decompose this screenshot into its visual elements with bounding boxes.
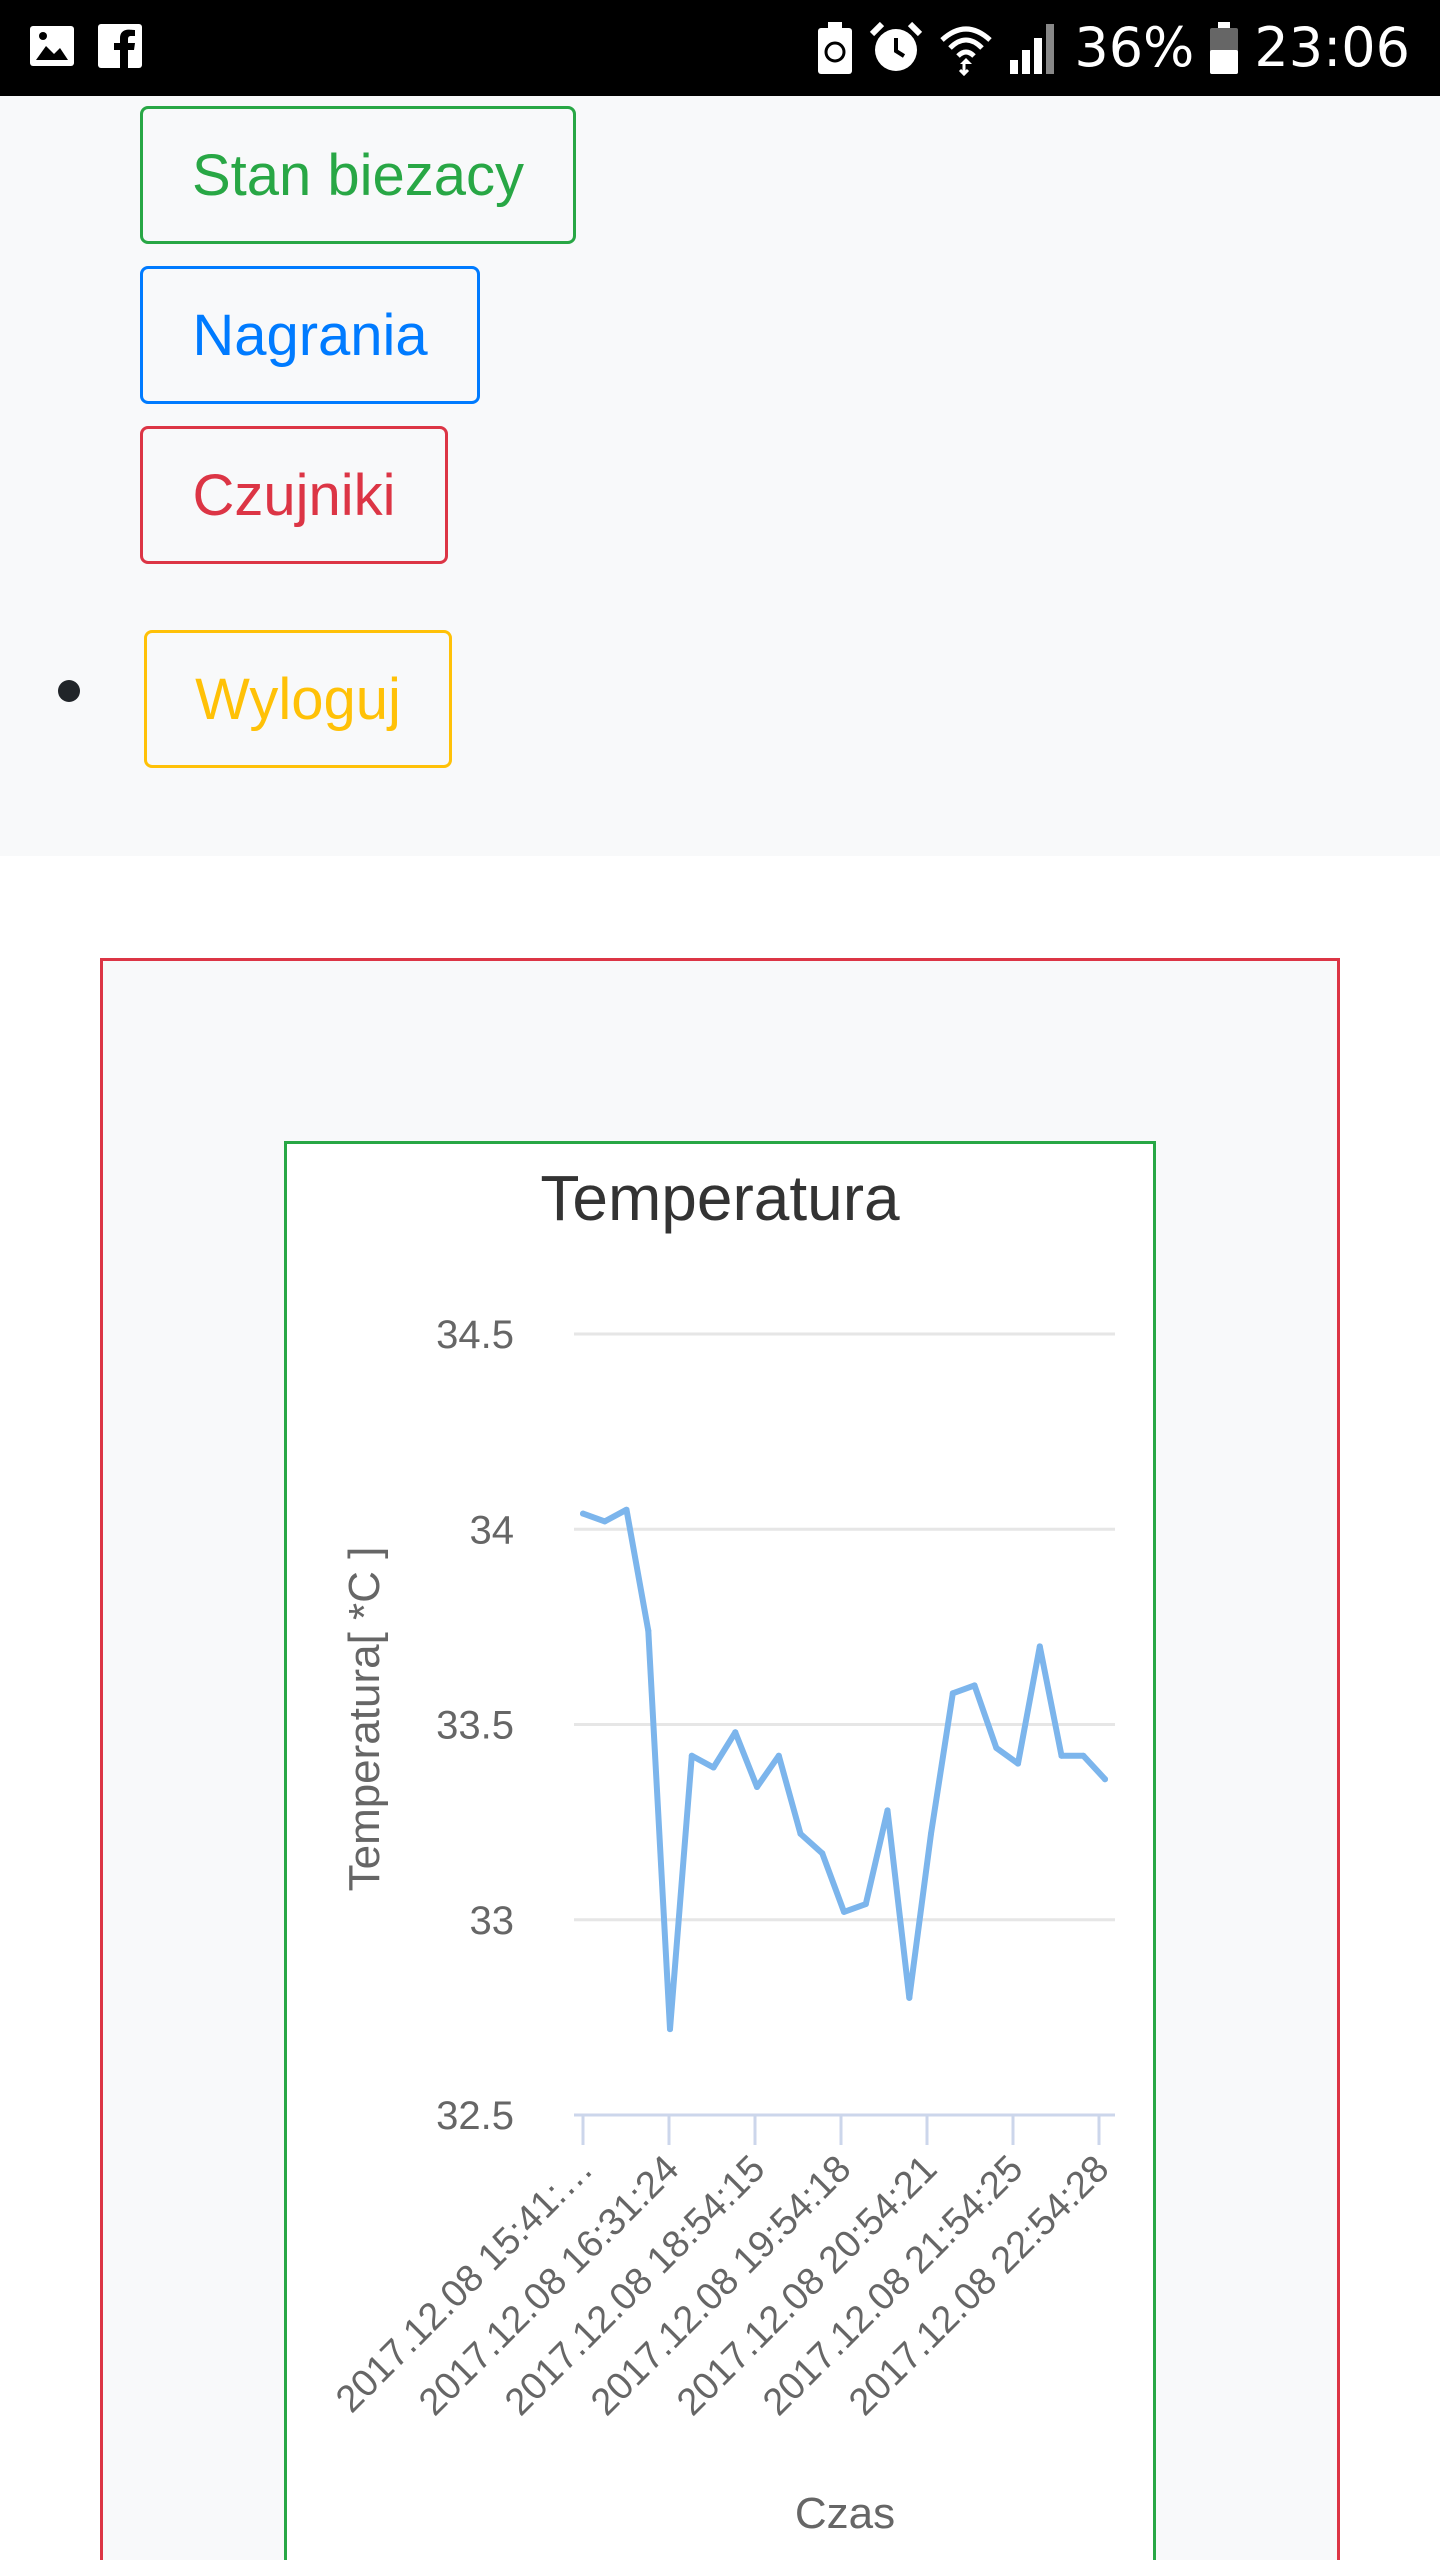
gallery-icon	[30, 26, 74, 66]
nav-area: Stan biezacy Nagrania Czujniki Wyloguj	[0, 96, 1440, 856]
data-point	[601, 1518, 608, 1525]
chart-series	[580, 1506, 1108, 2033]
x-axis-label: Czas	[795, 2489, 895, 2538]
battery-saver-icon	[818, 22, 853, 74]
wifi-icon	[940, 26, 993, 76]
status-left-icons	[28, 22, 144, 70]
data-point	[1080, 1752, 1087, 1759]
sensors-button[interactable]: Czujniki	[140, 426, 448, 564]
battery-percent: 36%	[1074, 16, 1195, 79]
data-point	[688, 1752, 695, 1759]
data-point	[949, 1690, 956, 1697]
data-point	[580, 1510, 586, 1517]
y-axis: 34.5 34 33.5 33 32.5	[436, 1313, 514, 2138]
facebook-icon	[98, 24, 142, 69]
data-point	[667, 2026, 673, 2033]
current-state-button[interactable]: Stan biezacy	[140, 106, 576, 244]
list-bullet	[58, 680, 80, 702]
data-point	[819, 1850, 826, 1857]
data-point	[1102, 1776, 1108, 1783]
y-tick-label: 32.5	[436, 2094, 514, 2138]
data-point	[993, 1744, 1000, 1751]
clock: 23:06	[1254, 16, 1410, 79]
alarm-icon	[870, 21, 923, 71]
data-point	[732, 1729, 739, 1736]
data-point	[775, 1752, 782, 1759]
battery-icon	[1210, 22, 1239, 74]
data-point	[862, 1901, 869, 1908]
temperature-chart: Temperatura 34.5 34 33.5 33 32.5 2017.12.08 …	[328, 1162, 1117, 2538]
data-point	[797, 1830, 804, 1837]
x-axis: 2017.12.08 15:41:…2017.12.08 16:31:24201…	[328, 2113, 1117, 2424]
signal-icon	[1010, 24, 1055, 74]
data-point	[928, 1830, 934, 1837]
data-point	[645, 1627, 652, 1634]
data-point	[1036, 1643, 1043, 1650]
data-point	[1058, 1752, 1065, 1759]
y-tick-label: 33	[470, 1899, 515, 1943]
chart-grid	[574, 1332, 1115, 1922]
data-point	[754, 1784, 760, 1790]
y-tick-label: 34	[470, 1508, 515, 1552]
series-line	[580, 1506, 1108, 2033]
data-point	[971, 1682, 978, 1689]
status-bar: 36% 23:06	[0, 0, 1440, 96]
chart-title: Temperatura	[540, 1162, 900, 1234]
data-point	[1015, 1760, 1021, 1767]
data-point	[884, 1807, 891, 1814]
status-right: 36% 23:06	[816, 10, 1410, 86]
logout-button[interactable]: Wyloguj	[144, 630, 452, 768]
chart-card: Temperatura 34.5 34 33.5 33 32.5 2017.12.08 …	[284, 1141, 1156, 2560]
recordings-button[interactable]: Nagrania	[140, 266, 480, 404]
data-point	[623, 1506, 630, 1513]
y-tick-label: 33.5	[436, 1704, 514, 1748]
y-axis-label: Temperatura[ *C ]	[340, 1547, 389, 1892]
y-tick-label: 34.5	[436, 1313, 514, 1357]
data-point	[906, 1994, 913, 2001]
data-point	[710, 1764, 717, 1771]
data-point	[841, 1908, 847, 1915]
